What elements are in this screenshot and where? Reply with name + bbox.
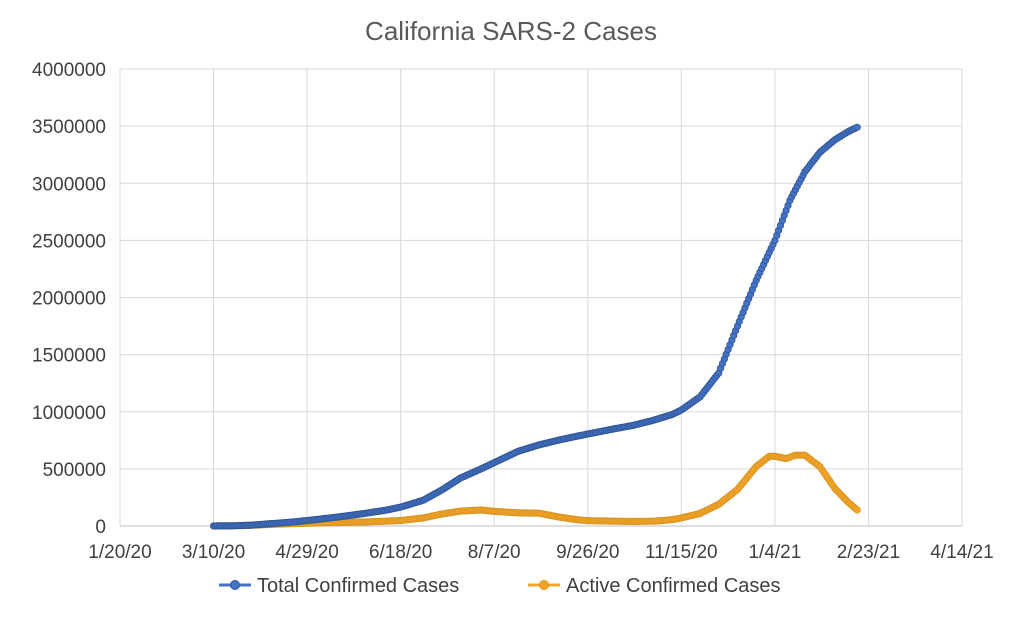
x-tick-label: 3/10/20 [182,542,245,563]
y-tick-label: 2500000 [32,231,106,252]
legend-label-total-confirmed-cases: Total Confirmed Cases [257,575,459,597]
x-tick-label: 11/15/20 [645,542,718,563]
legend-label-active-confirmed-cases: Active Confirmed Cases [566,575,781,597]
x-tick-label: 4/14/21 [930,542,993,563]
legend-item-active-confirmed-cases: Active Confirmed Cases [528,575,781,597]
y-tick-label: 1000000 [32,403,106,424]
y-tick-label: 3000000 [32,174,106,195]
legend-marker-active-confirmed-cases [539,580,549,590]
y-tick-label: 0 [95,517,106,538]
x-tick-label: 1/4/21 [748,542,801,563]
x-tick-label: 6/18/20 [369,542,432,563]
total-confirmed-cases-series [210,123,861,530]
y-tick-label: 500000 [43,460,106,481]
x-tick-label: 1/20/20 [88,542,151,563]
x-tick-label: 9/26/20 [556,542,619,563]
y-tick-label: 2000000 [32,289,106,310]
y-tick-label: 4000000 [32,60,106,81]
active-confirmed-cases-point [853,506,861,514]
plot-area [210,123,861,530]
x-tick-label: 2/23/21 [837,542,900,563]
x-tick-labels: 1/20/20 3/10/20 4/29/20 6/18/20 8/7/20 9/26/2… [88,542,993,563]
y-tick-label: 1500000 [32,346,106,367]
chart-title: California SARS-2 Cases [365,16,657,46]
x-tick-label: 4/29/20 [275,542,338,563]
legend-marker-total-confirmed-cases [230,580,240,590]
y-tick-label: 3500000 [32,117,106,138]
x-tick-label: 8/7/20 [468,542,521,563]
legend: Total Confirmed Cases Active Confirmed Ca… [219,575,781,597]
gridlines [119,68,963,527]
y-tick-labels: 0 500000 1000000 1500000 2000000 2500000 30000… [32,60,106,538]
legend-item-total-confirmed-cases: Total Confirmed Cases [219,575,459,597]
total-confirmed-cases-point [853,123,861,131]
